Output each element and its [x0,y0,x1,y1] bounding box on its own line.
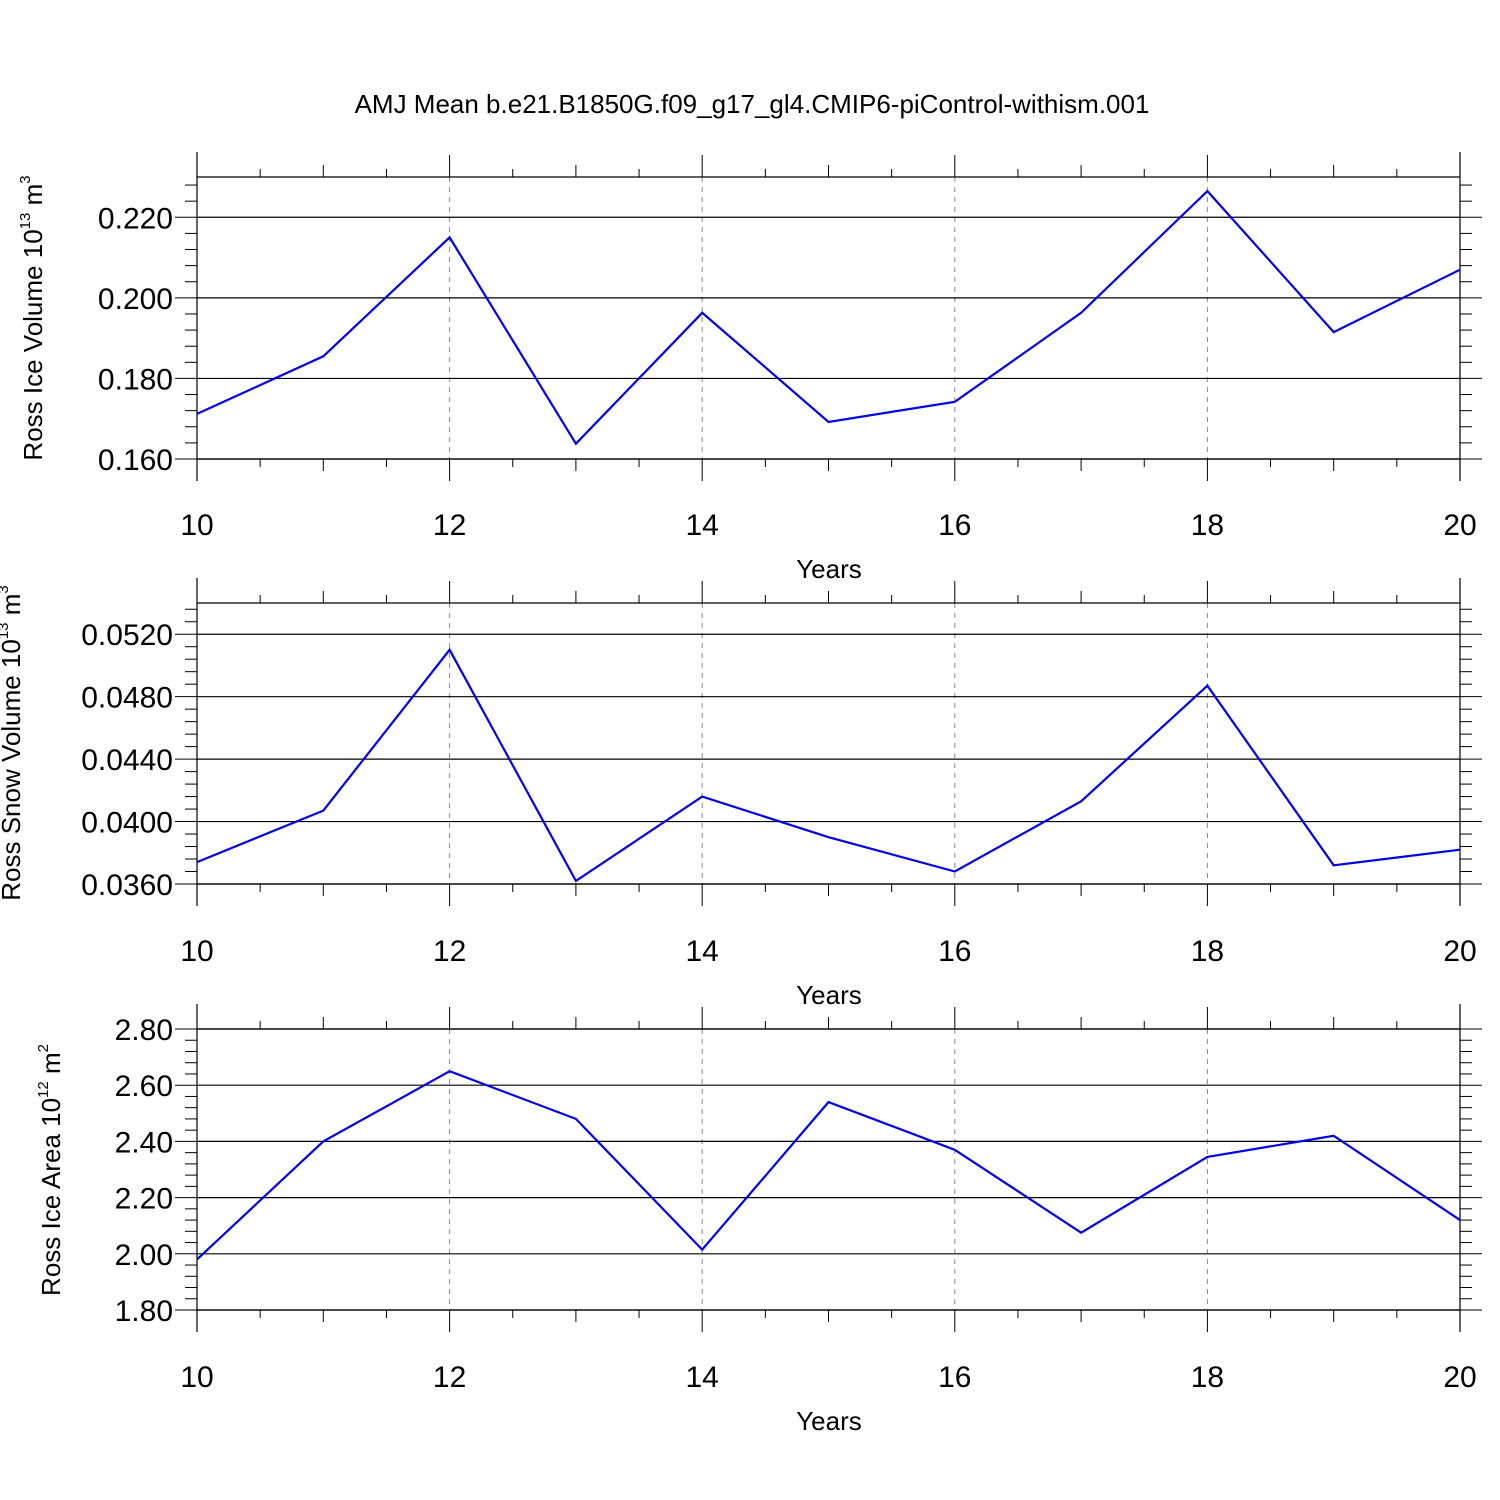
series-line [196,1069,1461,1261]
x-tick-label: 18 [1191,509,1224,542]
y-tick-label: 0.220 [98,202,173,235]
y-axis-title: Ross Ice Volume 1013 m3 [17,175,48,460]
x-axis-title: Years [796,554,862,584]
x-tick-label: 16 [938,935,971,968]
x-axis-title: Years [796,980,862,1010]
panel-2: 10 12 14 16 18 20 Years 0.0360 0.0400 0.0440 0.048… [0,578,1482,1010]
y-axis-title-unit-exponent: 3 [0,585,12,593]
y-axis-title: Ross Snow Volume 1013 m3 [0,585,26,901]
y-tick-label: 0.0400 [81,807,173,840]
panels: 10 12 14 16 18 20 Years 0.160 0.180 0.200 0.220 Ros… [0,152,1482,1436]
x-tick-label: 14 [686,935,719,968]
x-axis-title: Years [796,1406,862,1436]
y-tick-label: 0.0520 [81,619,173,652]
series-line [196,189,1461,446]
x-tick-label: 14 [686,509,719,542]
y-tick-label: 0.180 [98,363,173,396]
chart-title: AMJ Mean b.e21.B1850G.f09_g17_gl4.CMIP6-… [355,89,1150,119]
y-axis-title-unit-exponent: 3 [17,175,34,183]
y-axis-title-unit: m [0,594,26,623]
y-axis-title: Ross Ice Area 1012 m2 [35,1044,66,1296]
x-tick-label: 10 [180,509,213,542]
y-tick-label: 0.160 [98,444,173,477]
y-axis-title-unit-exponent: 2 [35,1044,52,1052]
y-tick-label: 0.0440 [81,744,173,777]
y-tick-label: 0.0360 [81,869,173,902]
x-tick-label: 10 [180,1361,213,1394]
x-tick-label: 14 [686,1361,719,1394]
x-tick-label: 12 [433,509,466,542]
y-tick-label: 1.80 [115,1295,173,1328]
panel-1: 10 12 14 16 18 20 Years 0.160 0.180 0.200 0.220 Ros… [17,152,1482,584]
y-tick-label: 2.40 [115,1126,173,1159]
y-tick-label: 2.60 [115,1070,173,1103]
y-axis-title-exponent: 12 [35,1081,52,1098]
x-tick-label: 20 [1443,509,1476,542]
y-tick-label: 0.200 [98,283,173,316]
y-axis-title-text: Ross Ice Volume 10 [18,229,48,460]
x-tick-label: 12 [433,1361,466,1394]
x-tick-label: 18 [1191,935,1224,968]
x-tick-label: 12 [433,935,466,968]
y-axis-title-unit: m [36,1052,66,1081]
x-tick-label: 10 [180,935,213,968]
y-tick-label: 0.0480 [81,682,173,715]
x-tick-label: 16 [938,509,971,542]
y-axis-title-text: Ross Ice Area 10 [36,1098,66,1296]
y-axis-title-exponent: 13 [0,622,12,639]
y-axis-title-unit: m [18,184,48,213]
panel-3: 10 12 14 16 18 20 Years 1.80 2.00 2.20 2.40 2.60 2.8… [35,1004,1482,1436]
series-line [196,647,1461,883]
y-tick-label: 2.80 [115,1014,173,1047]
y-axis-title-exponent: 13 [17,213,34,230]
y-tick-label: 2.00 [115,1239,173,1272]
x-tick-label: 20 [1443,1361,1476,1394]
x-tick-label: 18 [1191,1361,1224,1394]
y-axis-title-text: Ross Snow Volume 10 [0,639,26,901]
x-tick-label: 20 [1443,935,1476,968]
y-tick-label: 2.20 [115,1183,173,1216]
x-tick-label: 16 [938,1361,971,1394]
